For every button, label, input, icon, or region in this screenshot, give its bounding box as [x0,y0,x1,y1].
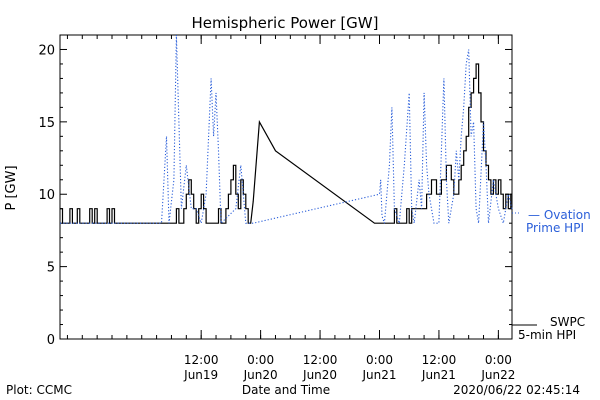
series-line-swpc [60,63,512,224]
series-line-ovation [60,34,513,225]
plot-frame [59,34,513,340]
x-axis-label: Date and Time [242,383,330,397]
x-tick-label-date: Jun20 [243,368,278,382]
y-axis-label: P [GW] [4,165,19,210]
y-tick-label: 10 [38,188,55,203]
x-tick-label-date: Jun22 [480,368,515,382]
x-tick-label-time: 0:00 [366,353,393,367]
x-tick-label-time: 12:00 [422,353,457,367]
legend-ovation-label-1: — Ovation [528,208,591,222]
legend-swpc-label-1: SWPC [550,315,585,329]
series-layer [60,34,513,225]
footer-left: Plot: CCMC [6,383,72,397]
y-tick-label: 20 [38,43,55,58]
y-tick-label: 5 [47,261,55,276]
x-tick-label-time: 0:00 [247,353,274,367]
x-tick-label-date: Jun21 [421,368,456,382]
footer-timestamp: 2020/06/22 02:45:14 [453,383,580,397]
chart-title: Hemispheric Power [GW] [192,14,379,32]
y-tick-label: 0 [47,333,55,348]
axes: 0510152012:00Jun190:00Jun2012:00Jun200:0… [38,34,515,382]
x-tick-label-time: 12:00 [184,353,219,367]
legend-ovation-label-2: Prime HPI [526,221,584,235]
y-tick-label: 15 [38,116,55,131]
x-tick-label-time: 12:00 [303,353,338,367]
x-tick-label-time: 0:00 [485,353,512,367]
x-tick-label-date: Jun19 [183,368,218,382]
x-tick-label-date: Jun20 [302,368,337,382]
x-tick-label-date: Jun21 [361,368,396,382]
legend-swpc-label-2: 5-min HPI [518,328,576,342]
